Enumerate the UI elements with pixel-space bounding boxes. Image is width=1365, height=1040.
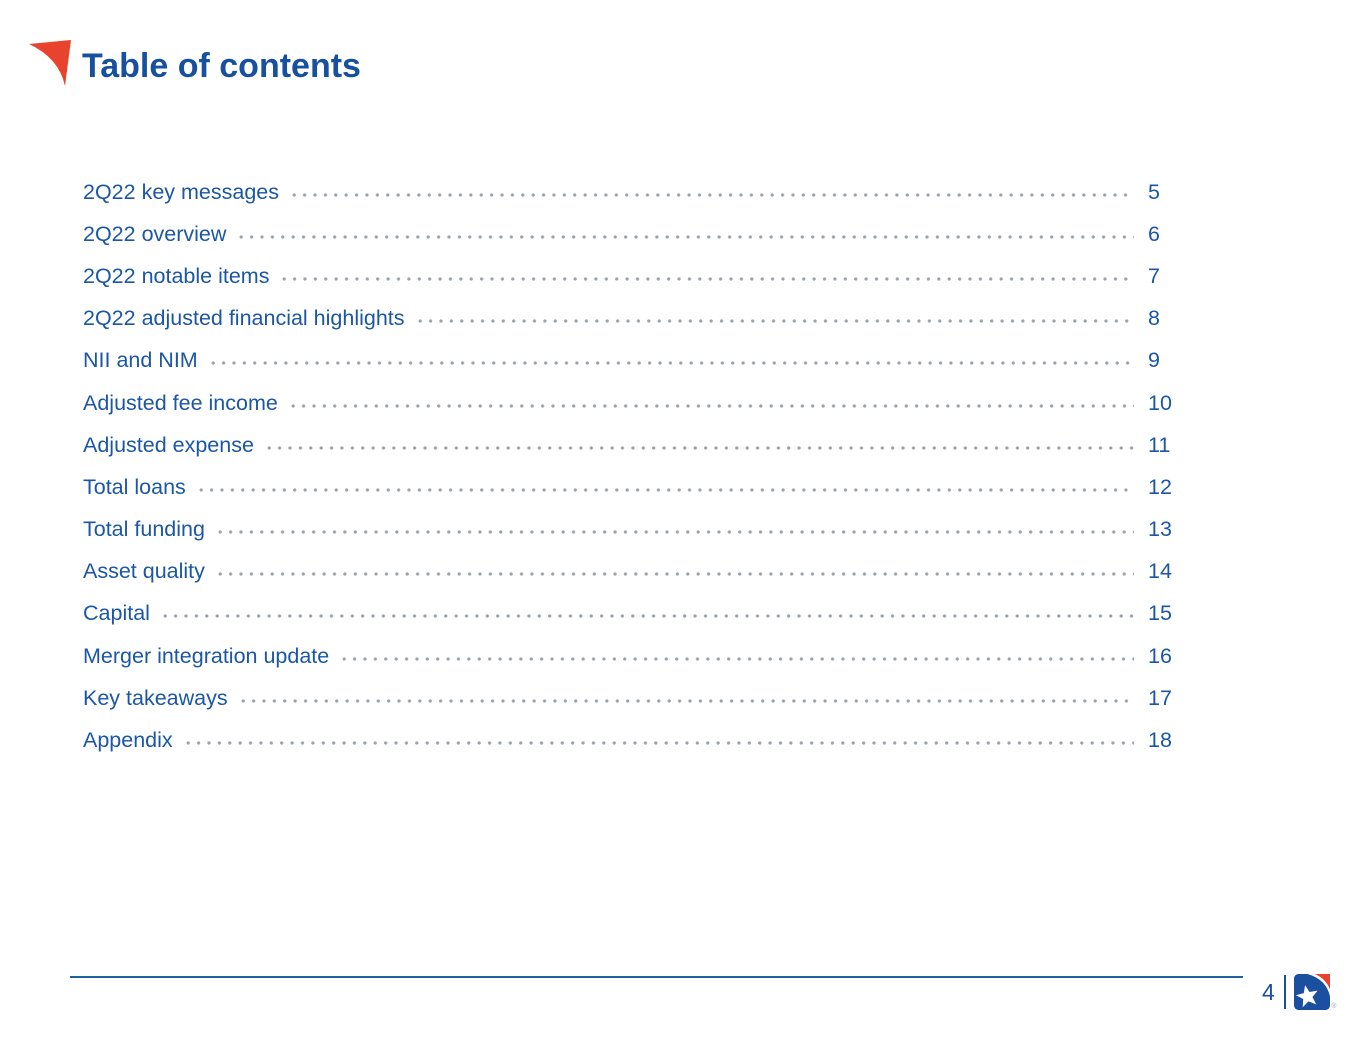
- footer-separator: [1283, 975, 1287, 1009]
- dotted-leader: [240, 687, 1134, 709]
- toc-entry-label: 2Q22 notable items: [83, 263, 270, 288]
- dotted-leader: [266, 434, 1134, 456]
- toc-entry-label: NII and NIM: [83, 348, 198, 373]
- toc-entry-asset-quality[interactable]: Asset quality 14: [83, 551, 1184, 593]
- toc-entry-page-number: 16: [1148, 643, 1172, 668]
- dotted-leader: [217, 519, 1134, 541]
- toc-entry-page-number: 9: [1148, 348, 1160, 373]
- toc-entry-page-number: 17: [1148, 685, 1172, 710]
- dotted-leader: [217, 561, 1134, 583]
- dotted-leader: [162, 603, 1134, 625]
- footer-divider: [70, 976, 1243, 978]
- toc-entry-label: 2Q22 key messages: [83, 179, 279, 204]
- toc-entry-adjusted-expense[interactable]: Adjusted expense 11: [83, 424, 1184, 466]
- toc-entry-page-number: 5: [1148, 179, 1160, 204]
- toc-entry-label: Capital: [83, 601, 150, 626]
- toc-entry-adjusted-fee-income[interactable]: Adjusted fee income 10: [83, 382, 1184, 424]
- toc-entry-label: Adjusted expense: [83, 432, 254, 457]
- toc-entry-label: Asset quality: [83, 559, 205, 584]
- toc-entry-label: Merger integration update: [83, 643, 330, 668]
- toc-entry-2q22-adjusted-financial-highlights[interactable]: 2Q22 adjusted financial highlights 8: [83, 298, 1184, 340]
- toc-entry-label: Total loans: [83, 474, 186, 499]
- toc-entry-page-number: 7: [1148, 263, 1160, 288]
- registered-trademark: ®: [1331, 1003, 1337, 1010]
- dotted-leader: [210, 350, 1134, 372]
- footer-page-number: 4: [1262, 979, 1275, 1005]
- toc-entry-merger-integration-update[interactable]: Merger integration update 16: [83, 635, 1184, 677]
- toc-entry-label: Appendix: [83, 728, 173, 753]
- toc-entry-2q22-overview[interactable]: 2Q22 overview 6: [83, 213, 1184, 255]
- toc-entry-page-number: 12: [1148, 474, 1172, 499]
- toc-entry-label: Adjusted fee income: [83, 390, 278, 415]
- toc-entry-2q22-notable-items[interactable]: 2Q22 notable items 7: [83, 255, 1184, 297]
- toc-entry-page-number: 15: [1148, 601, 1172, 626]
- toc-entry-label: 2Q22 adjusted financial highlights: [83, 306, 405, 331]
- toc-entry-page-number: 14: [1148, 559, 1172, 584]
- dotted-leader: [417, 308, 1134, 330]
- dotted-leader: [185, 730, 1134, 752]
- toc-entry-nii-and-nim[interactable]: NII and NIM 9: [83, 340, 1184, 382]
- toc-entry-2q22-key-messages[interactable]: 2Q22 key messages 5: [83, 171, 1184, 213]
- page-title: Table of contents: [82, 47, 361, 85]
- toc-entry-label: 2Q22 overview: [83, 221, 227, 246]
- dotted-leader: [292, 181, 1134, 203]
- dotted-leader: [282, 265, 1134, 287]
- toc-entry-page-number: 8: [1148, 306, 1160, 331]
- toc-entry-appendix[interactable]: Appendix 18: [83, 719, 1184, 761]
- footer-right: 4 ®: [1262, 974, 1336, 1010]
- flag-star-logo-icon: [1294, 974, 1331, 1010]
- dotted-leader: [239, 223, 1134, 245]
- toc-entry-label: Key takeaways: [83, 685, 228, 710]
- dotted-leader: [290, 392, 1134, 414]
- toc-entry-label: Total funding: [83, 517, 205, 542]
- toc-entry-page-number: 6: [1148, 221, 1160, 246]
- toc-list: 2Q22 key messages 5 2Q22 overview 6 2Q22…: [83, 171, 1184, 762]
- toc-entry-page-number: 11: [1148, 432, 1171, 457]
- toc-entry-page-number: 18: [1148, 728, 1172, 753]
- toc-entry-key-takeaways[interactable]: Key takeaways 17: [83, 677, 1184, 719]
- toc-entry-page-number: 10: [1148, 390, 1172, 415]
- red-curved-triangle-icon: [29, 40, 71, 86]
- dotted-leader: [198, 476, 1134, 498]
- toc-entry-total-funding[interactable]: Total funding 13: [83, 509, 1184, 551]
- dotted-leader: [342, 645, 1134, 667]
- toc-entry-capital[interactable]: Capital 15: [83, 593, 1184, 635]
- toc-entry-page-number: 13: [1148, 517, 1172, 542]
- toc-entry-total-loans[interactable]: Total loans 12: [83, 466, 1184, 508]
